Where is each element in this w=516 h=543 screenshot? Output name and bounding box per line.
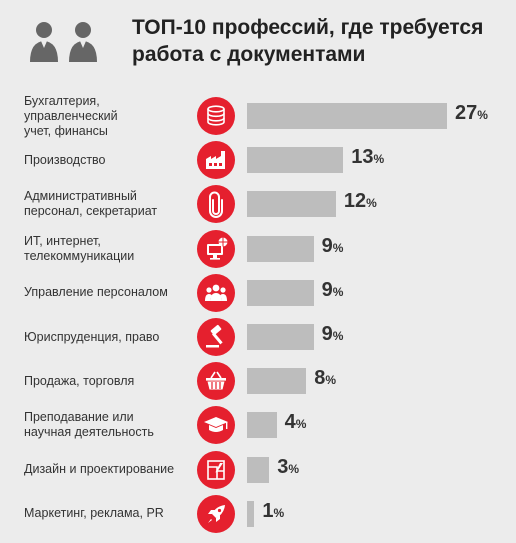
category-label-line: телекоммуникации — [24, 248, 135, 263]
percent-sign: % — [477, 108, 488, 122]
percent-sign: % — [332, 329, 344, 343]
blueprint-icon — [197, 450, 235, 489]
category-label: Продажа, торговля — [24, 359, 194, 403]
category-label-line: ИТ, интернет, — [24, 233, 101, 248]
category-label-line: Производство — [24, 152, 106, 167]
category-label-line: персонал, секретариат — [24, 204, 158, 219]
bar — [247, 191, 336, 218]
percent-sign: % — [373, 152, 385, 167]
chart-title-line-1: ТОП-10 профессий, где требуется — [132, 16, 484, 39]
bar — [247, 324, 314, 350]
chart-row: Маркетинг, реклама, PR 1% — [0, 492, 516, 536]
value-label: 27% — [455, 102, 488, 125]
bar — [247, 103, 447, 129]
value-number: 27 — [455, 102, 478, 124]
percent-sign: % — [332, 284, 344, 299]
category-label-line: научная деятельность — [24, 425, 154, 440]
value-number: 8 — [314, 367, 326, 390]
shopping-basket-icon — [197, 362, 235, 401]
value-label: 1% — [262, 500, 284, 523]
chart-row: Юриспруденция, право 9% — [0, 315, 516, 359]
category-label: Дизайн и проектирование — [24, 448, 194, 492]
value-number: 9 — [321, 234, 333, 257]
value-label: 12% — [344, 190, 377, 213]
chart-row: Бухгалтерия, управленческий учет, финансы… — [0, 94, 516, 138]
category-label: Административный персонал, секретариат — [24, 182, 194, 226]
category-label-line: Бухгалтерия, управленческий — [24, 93, 118, 123]
bar — [247, 368, 307, 395]
chart-row: Дизайн и проектирование 3% — [0, 448, 516, 492]
category-label: ИТ, интернет, телекоммуникации — [24, 227, 194, 271]
category-label: Преподавание или научная деятельность — [24, 403, 194, 447]
value-label: 4% — [285, 411, 307, 434]
category-label: Бухгалтерия, управленческий учет, финансы — [24, 94, 194, 138]
category-label-line: Маркетинг, реклама, PR — [24, 506, 164, 521]
percent-sign: % — [295, 417, 307, 432]
category-label-line: Юриспруденция, право — [24, 329, 160, 344]
value-number: 3 — [277, 455, 289, 478]
chart-row: Преподавание или научная деятельность 4% — [0, 403, 516, 447]
bar — [247, 147, 344, 174]
percent-sign: % — [366, 196, 377, 211]
category-label-line: Административный — [24, 189, 137, 204]
bar — [247, 456, 270, 483]
chart-row: Продажа, торговля 8% — [0, 359, 516, 403]
bar — [247, 500, 255, 527]
rocket-icon — [197, 494, 235, 533]
percent-sign: % — [332, 240, 344, 255]
value-label: 9% — [322, 235, 344, 258]
chart-row: Производство 13% — [0, 138, 516, 182]
percent-sign: % — [325, 373, 337, 388]
category-label-line: Управление персоналом — [24, 285, 168, 300]
chart-title-line-2: работа с документами — [132, 43, 366, 66]
category-label: Производство — [24, 138, 194, 182]
value-label: 9% — [322, 323, 344, 346]
value-label: 8% — [314, 367, 336, 390]
two-people-icon — [30, 22, 97, 62]
bar — [247, 279, 314, 306]
value-number: 9 — [321, 323, 333, 345]
value-number: 13 — [351, 146, 374, 169]
value-number: 4 — [284, 411, 296, 434]
value-label: 13% — [351, 146, 384, 169]
chart-row: ИТ, интернет, телекоммуникации 9% — [0, 227, 516, 271]
category-label: Юриспруденция, право — [24, 315, 194, 359]
category-label-line: Дизайн и проектирование — [24, 462, 175, 477]
chart-title: ТОП-10 профессий, где требуется работа с… — [132, 14, 502, 68]
computer-network-icon — [197, 229, 235, 268]
percent-sign: % — [288, 461, 300, 476]
chart-row: Управление персоналом 9% — [0, 271, 516, 315]
value-number: 1 — [262, 499, 274, 522]
factory-icon — [197, 141, 235, 180]
value-number: 12 — [343, 190, 367, 213]
value-label: 3% — [277, 456, 299, 479]
bar — [247, 412, 277, 439]
paperclip-icon — [197, 185, 235, 224]
coins-icon — [197, 97, 235, 135]
value-number: 9 — [321, 278, 333, 301]
category-label: Управление персоналом — [24, 271, 194, 315]
gavel-icon — [197, 318, 235, 356]
percent-sign: % — [273, 505, 285, 520]
people-group-icon — [197, 273, 235, 312]
bar — [247, 235, 314, 262]
category-label-line: учет, финансы — [24, 123, 108, 138]
graduation-cap-icon — [197, 406, 235, 445]
category-label: Маркетинг, реклама, PR — [24, 492, 194, 536]
value-label: 9% — [322, 279, 344, 302]
chart-row: Административный персонал, секретариат 12% — [0, 182, 516, 226]
category-label-line: Продажа, торговля — [24, 373, 135, 388]
category-label-line: Преподавание или — [24, 410, 134, 425]
